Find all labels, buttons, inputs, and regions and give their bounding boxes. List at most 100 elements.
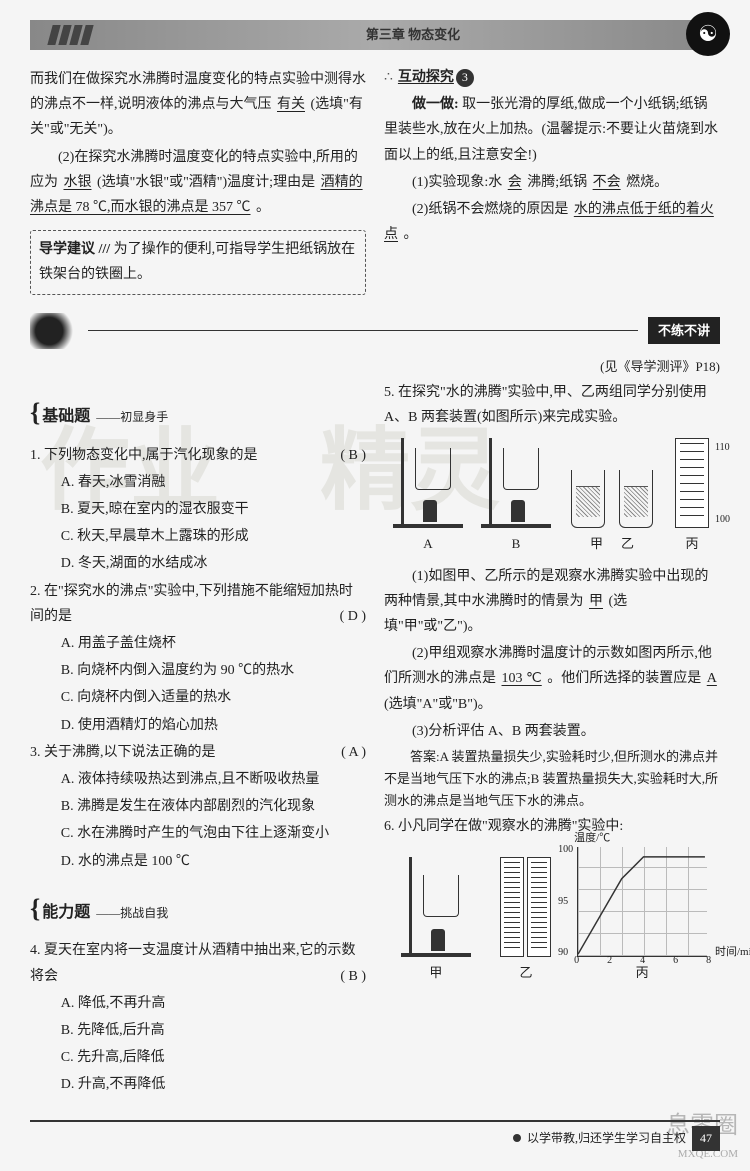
- divider-emblem: [30, 313, 78, 349]
- thermo-bot: 100: [715, 511, 730, 529]
- q2-opt-a: A. 用盖子盖住烧杯: [30, 631, 366, 656]
- r-q1-b: 沸腾;纸锅: [527, 175, 587, 190]
- q3-opt-d: D. 水的沸点是 100 ℃: [30, 849, 366, 874]
- sec2-sub: ——挑战自我: [96, 903, 168, 925]
- q1-opt-a: A. 春天,冰雪消融: [30, 470, 366, 495]
- q5-num: 5.: [384, 385, 395, 400]
- fig-stand-b: [481, 438, 551, 528]
- q6-lbl-jia: 甲: [429, 961, 442, 984]
- q6-graph: 温度/℃ 时间/min 90 95 100 0 2: [577, 847, 707, 957]
- r-q2-a: (2)纸锅不会燃烧的原因是: [412, 202, 568, 217]
- xtick-1: 2: [607, 952, 612, 970]
- q5-stem: 在探究"水的沸腾"实验中,甲、乙两组同学分别使用 A、B 两套装置(如图所示)来…: [384, 385, 707, 425]
- q5-2c: (选填"A"或"B")。: [384, 697, 492, 712]
- fig-beaker-yi: [619, 470, 653, 528]
- q6-figs: 甲 乙 温度/℃ 时间/min: [384, 847, 720, 984]
- para2-c: 。: [256, 200, 270, 215]
- r-q2-b: 。: [404, 227, 418, 242]
- page-footer: 以学带教,归还学生学习自主权 47: [30, 1120, 720, 1152]
- q1-stem: 下列物态变化中,属于汽化现象的是: [44, 448, 258, 463]
- q5-2ans2: A: [705, 671, 719, 686]
- q6-fig-jia: [401, 857, 471, 957]
- thermo-top: 110: [715, 439, 730, 457]
- graph-ylabel: 温度/℃: [574, 829, 610, 849]
- q5-1ans: 甲: [587, 594, 605, 609]
- q2-opt-c: C. 向烧杯内倒入适量的热水: [30, 685, 366, 710]
- guide-title: 导学建议 ///: [39, 242, 110, 257]
- sec1-name: 基础题: [42, 403, 90, 432]
- ytick-2: 100: [558, 841, 573, 859]
- chapter-header: 第三章 物态变化 ☯: [30, 20, 720, 50]
- q2-ans: ( D ): [340, 604, 366, 629]
- q5-figs: A B 甲 乙: [384, 438, 720, 555]
- graph-xlabel: 时间/min: [715, 943, 750, 963]
- badge-num: 3: [456, 69, 474, 87]
- graph-line-svg: [578, 847, 707, 956]
- section-divider: 不练不讲: [30, 313, 720, 349]
- q4-opt-d: D. 升高,不再降低: [30, 1072, 366, 1097]
- q3-stem: 关于沸腾,以下说法正确的是: [44, 745, 216, 760]
- header-stripes: [50, 25, 91, 45]
- badge-label: 互动探究: [398, 65, 454, 90]
- r-q1-ans1: 会: [506, 175, 524, 190]
- fig-lbl-jia: 甲: [590, 532, 603, 555]
- header-emblem: ☯: [686, 12, 730, 56]
- q3-num: 3.: [30, 745, 41, 760]
- q1-opt-c: C. 秋天,早晨草木上露珠的形成: [30, 524, 366, 549]
- sec2-name: 能力题: [42, 899, 90, 928]
- q2-num: 2.: [30, 584, 41, 599]
- q1-opt-d: D. 冬天,湖面的水结成冰: [30, 551, 366, 576]
- q4-opt-c: C. 先升高,后降低: [30, 1045, 366, 1070]
- top-left-col: 而我们在做探究水沸腾时温度变化的特点实验中测得水的沸点不一样,说明液体的沸点与大…: [30, 65, 366, 295]
- xtick-3: 6: [673, 952, 678, 970]
- xtick-0: 0: [574, 952, 579, 970]
- r-q1-c: 燃烧。: [626, 175, 668, 190]
- guide-box: 导学建议 /// 为了操作的便利,可指导学生把纸锅放在铁架台的铁圈上。: [30, 230, 366, 294]
- explore-badge: ∴ 互动探究 3: [384, 65, 474, 90]
- fig-lbl-yi: 乙: [621, 532, 634, 555]
- xtick-4: 8: [706, 952, 711, 970]
- fig-lbl-a: A: [423, 532, 432, 555]
- q1-num: 1.: [30, 448, 41, 463]
- q5-1a: (1)如图甲、乙所示的是观察水沸腾实验中出现的两种情景,其中水沸腾时的情景为: [384, 569, 708, 609]
- practice-left: { 基础题 ——初显身手 1. 下列物态变化中,属于汽化现象的是 ( B ) A…: [30, 378, 366, 1100]
- q5-3: (3)分析评估 A、B 两套装置。: [384, 719, 720, 744]
- xtick-2: 4: [640, 952, 645, 970]
- q2-opt-b: B. 向烧杯内倒入温度约为 90 ℃的热水: [30, 658, 366, 683]
- q2-opt-d: D. 使用酒精灯的焰心加热: [30, 713, 366, 738]
- q2-stem: 在"探究水的沸点"实验中,下列措施不能缩短加热时间的是: [30, 584, 353, 624]
- footer-text: 以学带教,归还学生学习自主权: [527, 1128, 686, 1150]
- q6-num: 6.: [384, 819, 395, 834]
- q1-opt-b: B. 夏天,晾在室内的湿衣服变干: [30, 497, 366, 522]
- sec1-sub: ——初显身手: [96, 407, 168, 429]
- practice-right: 5. 在探究"水的沸腾"实验中,甲、乙两组同学分别使用 A、B 两套装置(如图所…: [384, 378, 720, 1100]
- q5-3ans: 答案:A 装置热量损失少,实验耗时少,但所测水的沸点并不是当地气压下水的沸点;B…: [384, 746, 720, 812]
- q5-2b: 。他们所选择的装置应是: [547, 671, 701, 686]
- fig-lbl-b: B: [512, 532, 521, 555]
- ytick-0: 90: [558, 944, 573, 962]
- divider-label: 不练不讲: [648, 317, 720, 344]
- fig-beaker-jia: [571, 470, 605, 528]
- divider-ref: (见《导学测评》P18): [30, 355, 720, 378]
- q4-opt-a: A. 降低,不再升高: [30, 991, 366, 1016]
- q4-ans: ( B ): [340, 964, 366, 989]
- q3-opt-a: A. 液体持续吸热达到沸点,且不断吸收热量: [30, 767, 366, 792]
- q4-opt-b: B. 先降低,后升高: [30, 1018, 366, 1043]
- fig-thermo-bing: 110 100: [675, 438, 709, 528]
- page-number: 47: [692, 1126, 720, 1152]
- r-q1-a: (1)实验现象:水: [412, 175, 502, 190]
- top-right-col: ∴ 互动探究 3 做一做: 取一张光滑的厚纸,做成一个小纸锅;纸锅里装些水,放在…: [384, 65, 720, 295]
- q3-ans: ( A ): [341, 740, 366, 765]
- ytick-1: 95: [558, 893, 573, 911]
- para2-ans1: 水银: [62, 175, 94, 190]
- q3-opt-c: C. 水在沸腾时产生的气泡由下往上逐渐变小: [30, 821, 366, 846]
- fig-lbl-bing: 丙: [685, 532, 698, 555]
- q6-thermo-2: [527, 857, 551, 957]
- q6-thermo-1: [500, 857, 524, 957]
- q4-stem: 夏天在室内将一支温度计从酒精中抽出来,它的示数将会: [30, 943, 356, 983]
- q1-ans: ( B ): [340, 443, 366, 468]
- para1-ans: 有关: [275, 97, 307, 112]
- chapter-title: 第三章 物态变化: [106, 23, 720, 46]
- fig-stand-a: [393, 438, 463, 528]
- para2-b: (选填"水银"或"酒精")温度计;理由是: [97, 175, 315, 190]
